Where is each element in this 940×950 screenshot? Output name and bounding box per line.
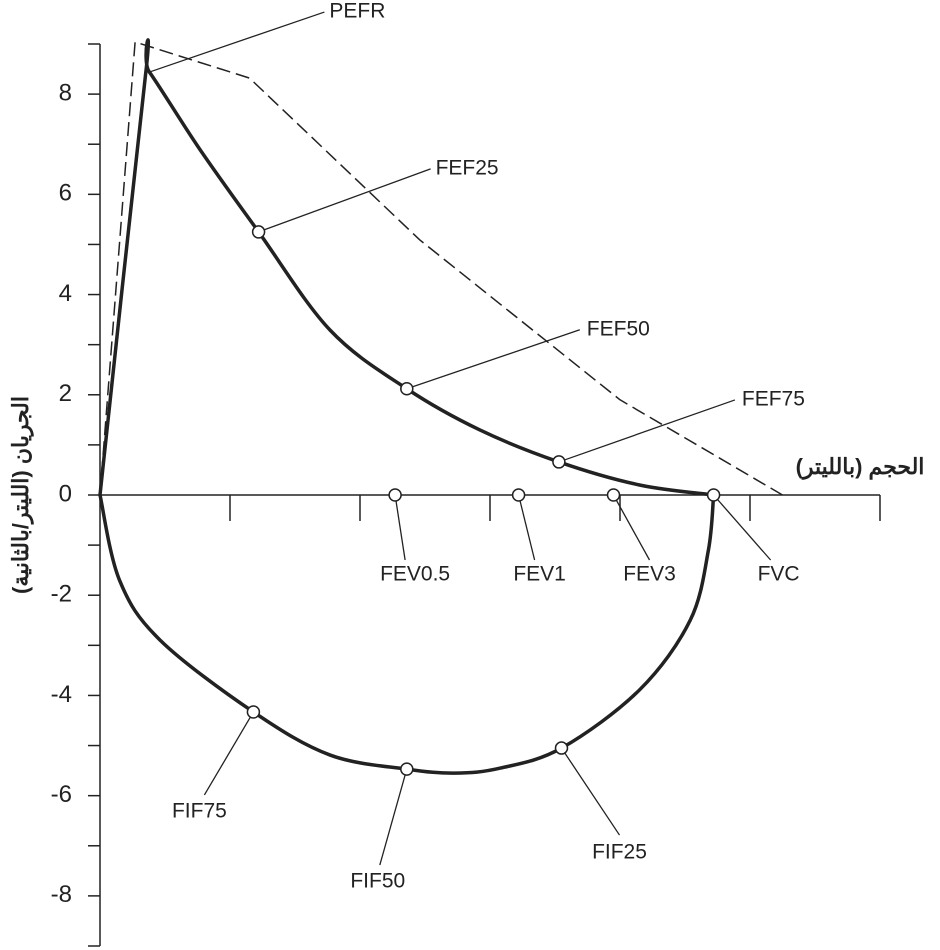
point-label: PEFR xyxy=(329,0,385,23)
callout-line xyxy=(558,399,736,463)
y-tick-label: 2 xyxy=(59,380,72,407)
point-label: FVC xyxy=(758,563,800,586)
point-marker xyxy=(706,488,721,502)
callout-line xyxy=(612,494,651,561)
flow-volume-curve xyxy=(98,494,716,775)
y-tick-label: 0 xyxy=(59,480,72,507)
point-marker xyxy=(606,488,621,502)
point-label: FEV0.5 xyxy=(380,563,450,586)
point-label: FEF75 xyxy=(742,387,805,410)
point-label: FEV1 xyxy=(513,563,566,586)
point-marker xyxy=(511,488,526,502)
callout-line xyxy=(203,711,254,796)
x-axis-label: الحجم (باللیتر) xyxy=(796,454,925,480)
point-label: FIF25 xyxy=(592,841,647,864)
point-label: FIF75 xyxy=(172,800,227,823)
reference-curve xyxy=(99,41,783,496)
callout-line xyxy=(394,494,406,561)
point-marker xyxy=(246,705,261,719)
y-tick-label: -2 xyxy=(51,581,72,608)
callout-line xyxy=(560,747,621,836)
point-label: FEF25 xyxy=(436,156,499,179)
callout-line xyxy=(406,329,581,390)
callout-line xyxy=(517,494,536,561)
point-label: FEV3 xyxy=(623,563,676,586)
y-tick-label: 6 xyxy=(59,180,72,207)
point-marker xyxy=(400,762,414,776)
callout-line xyxy=(379,768,408,866)
y-tick-label: 4 xyxy=(59,280,72,307)
flow-volume-curve xyxy=(98,38,714,497)
y-tick-label: -6 xyxy=(51,781,72,808)
point-marker xyxy=(251,225,266,239)
point-marker xyxy=(554,741,569,755)
callout-line xyxy=(258,168,431,233)
point-marker xyxy=(552,455,566,469)
y-tick-label: 8 xyxy=(59,79,72,106)
y-axis-label: الجريان (الليتر/بالثانية) xyxy=(8,396,34,594)
point-label: FEF50 xyxy=(587,317,650,340)
callout-line xyxy=(713,494,772,561)
callout-line xyxy=(149,11,325,73)
y-tick-label: -4 xyxy=(51,681,72,708)
y-tick-label: -8 xyxy=(51,881,72,908)
point-marker xyxy=(388,488,402,502)
point-marker xyxy=(400,382,414,396)
point-label: FIF50 xyxy=(350,870,405,893)
